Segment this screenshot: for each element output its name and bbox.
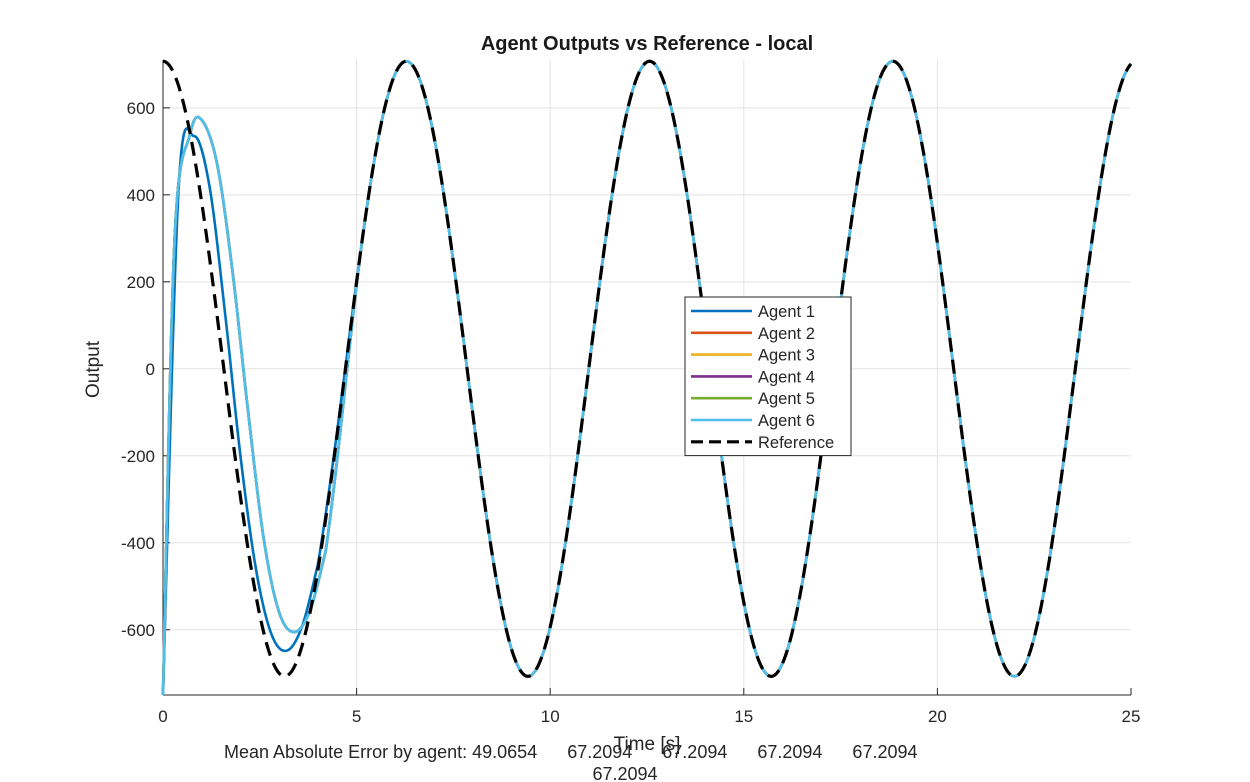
- grid: [163, 60, 1131, 695]
- x-tick-label: 5: [352, 707, 361, 726]
- y-tick-label: -200: [121, 447, 155, 466]
- legend: Agent 1 Agent 2 Agent 3 Agent 4 Agent 5 Agent…: [684, 296, 852, 457]
- x-tick-label: 10: [541, 707, 560, 726]
- y-tick-label: 0: [146, 360, 155, 379]
- x-axis-label: Time [s]: [614, 734, 681, 755]
- plot-area: [163, 60, 1131, 695]
- mae-annotation-line1: Mean Absolute Error by agent: 49.0654 67…: [224, 742, 918, 762]
- legend-label: Agent 4: [758, 368, 815, 386]
- x-tick-label: 15: [734, 707, 753, 726]
- x-tick-label: 0: [158, 707, 167, 726]
- series-line-reference: [162, 59, 1133, 678]
- chart-title: Agent Outputs vs Reference - local: [481, 33, 813, 55]
- tick-labels: 0 5 10 15 20 25 -600 -400 -200 0 200 400 600: [121, 99, 1140, 726]
- legend-label: Agent 3: [758, 347, 815, 365]
- y-tick-label: -400: [121, 534, 155, 553]
- y-tick-label: 600: [127, 99, 155, 118]
- legend-label: Agent 6: [758, 412, 815, 430]
- legend-label: Reference: [758, 434, 834, 452]
- legend-label: Agent 5: [758, 390, 815, 408]
- x-tick-label: 20: [928, 707, 947, 726]
- x-tick-label: 25: [1122, 707, 1141, 726]
- legend-label: Agent 2: [758, 325, 815, 343]
- y-tick-label: 400: [127, 186, 155, 205]
- y-tick-label: 200: [127, 273, 155, 292]
- mae-annotation-line2: 67.2094: [592, 764, 657, 782]
- legend-label: Agent 1: [758, 303, 815, 321]
- y-axis-label: Output: [83, 340, 104, 398]
- y-tick-label: -600: [121, 621, 155, 640]
- series-lines: [161, 59, 1133, 696]
